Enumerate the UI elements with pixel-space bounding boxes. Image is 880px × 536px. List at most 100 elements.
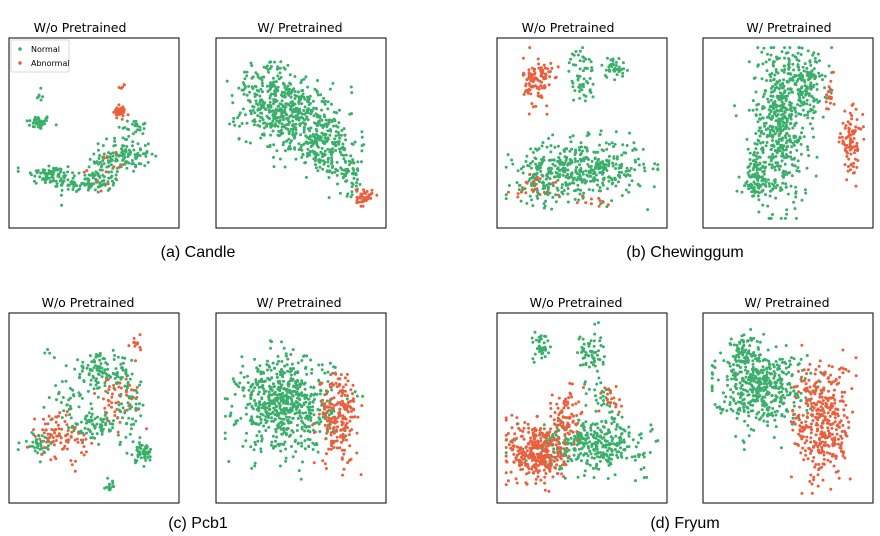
normal-point (294, 117, 298, 121)
abnormal-point (527, 426, 531, 430)
normal-point (793, 164, 797, 168)
normal-point (308, 153, 311, 157)
normal-point (27, 123, 31, 127)
normal-point (323, 136, 327, 140)
normal-point (625, 166, 629, 170)
normal-point (619, 446, 622, 450)
normal-point (573, 157, 577, 161)
normal-point (816, 52, 820, 56)
normal-point (60, 183, 64, 187)
normal-point (294, 380, 298, 384)
normal-point (751, 99, 755, 103)
normal-point (120, 366, 123, 370)
normal-point (781, 124, 785, 127)
abnormal-point (509, 440, 513, 444)
normal-point (601, 425, 605, 429)
normal-point (85, 414, 89, 418)
normal-point (332, 124, 335, 128)
normal-point (582, 474, 586, 477)
normal-point (248, 141, 252, 145)
normal-point (591, 442, 595, 446)
normal-point (348, 112, 352, 116)
normal-point (229, 411, 233, 415)
normal-point (242, 92, 246, 96)
normal-point (617, 170, 621, 174)
normal-point (614, 130, 618, 134)
abnormal-point (116, 430, 120, 434)
abnormal-point (843, 163, 847, 167)
abnormal-point (338, 407, 342, 411)
legend-box (10, 39, 70, 73)
abnormal-point (535, 187, 539, 191)
normal-point (596, 150, 600, 154)
normal-point (620, 162, 624, 166)
normal-point (608, 69, 612, 73)
normal-point (284, 112, 288, 116)
normal-point (583, 66, 587, 70)
normal-point (758, 184, 762, 187)
normal-point (607, 456, 611, 460)
normal-point (292, 385, 296, 389)
abnormal-point (114, 150, 118, 154)
normal-point (301, 92, 305, 96)
normal-point (76, 358, 80, 362)
normal-point (769, 148, 773, 152)
normal-point (91, 176, 95, 180)
normal-point (578, 335, 582, 339)
abnormal-point (845, 135, 849, 139)
normal-point (136, 142, 140, 146)
normal-point (616, 173, 620, 177)
normal-point (39, 86, 43, 90)
abnormal-point (545, 450, 549, 454)
normal-point (223, 431, 227, 435)
normal-point (764, 160, 767, 164)
abnormal-point (843, 126, 847, 130)
normal-point (796, 63, 800, 67)
normal-point (794, 74, 798, 78)
normal-point (307, 103, 311, 107)
normal-point (761, 140, 765, 144)
normal-point (350, 91, 354, 95)
normal-point (569, 57, 573, 61)
abnormal-point (134, 359, 137, 363)
normal-point (327, 413, 331, 417)
abnormal-point (528, 76, 532, 80)
normal-point (531, 151, 535, 154)
abnormal-point (855, 145, 859, 149)
normal-point (762, 46, 766, 50)
normal-point (253, 118, 256, 122)
normal-point (806, 116, 810, 120)
normal-point (88, 430, 92, 434)
normal-point (358, 182, 362, 186)
normal-point (73, 183, 77, 186)
normal-point (244, 140, 248, 144)
normal-point (46, 348, 50, 351)
abnormal-point (334, 381, 338, 385)
normal-point (783, 162, 787, 166)
normal-point (279, 128, 283, 132)
normal-point (745, 137, 749, 141)
normal-point (789, 184, 793, 188)
normal-point (47, 171, 51, 175)
normal-point (541, 180, 545, 184)
normal-point (303, 118, 306, 122)
abnormal-point (113, 388, 117, 391)
normal-point (570, 147, 574, 151)
abnormal-point (117, 103, 121, 107)
normal-point (596, 183, 599, 187)
normal-point (592, 476, 596, 479)
normal-point (801, 103, 805, 107)
abnormal-point (331, 383, 335, 387)
normal-point (752, 153, 756, 157)
normal-point (823, 86, 827, 90)
normal-point (350, 181, 354, 185)
abnormal-point (606, 203, 610, 207)
normal-point (533, 330, 537, 334)
normal-point (805, 66, 809, 70)
normal-point (332, 365, 336, 369)
normal-point (293, 412, 297, 416)
normal-point (782, 84, 786, 88)
normal-point (118, 409, 122, 413)
normal-point (58, 179, 62, 183)
normal-point (764, 180, 768, 184)
